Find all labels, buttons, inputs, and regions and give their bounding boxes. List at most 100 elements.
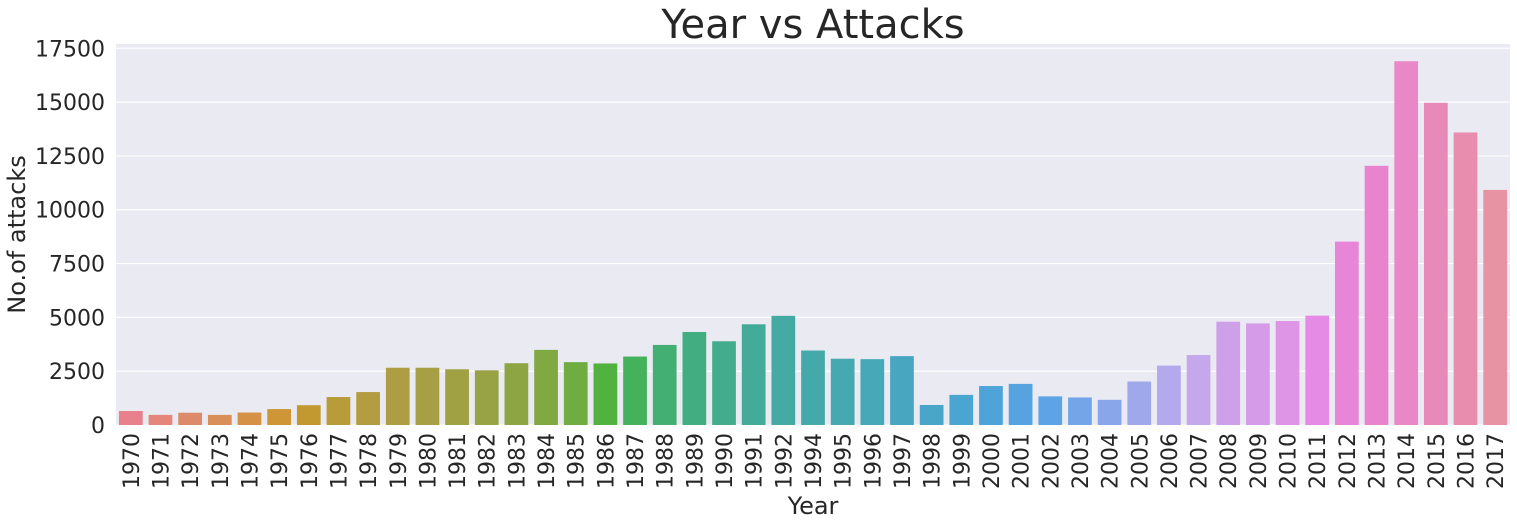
x-tick-label: 1984 [535,433,560,489]
x-tick-label: 1975 [268,433,293,489]
x-tick-label: 1972 [179,433,204,489]
x-tick-label: 2009 [1247,433,1272,489]
x-axis-label: Year [787,492,839,520]
x-tick-label: 1995 [832,433,857,489]
bar-1971 [148,414,173,425]
x-tick-label: 2001 [1010,433,1035,489]
bar-1979 [385,367,410,425]
chart-title: Year vs Attacks [660,2,964,48]
x-tick-label: 1977 [327,433,352,489]
x-tick-label: 2005 [1128,433,1153,489]
bar-2016 [1453,132,1478,426]
x-tick-label: 2013 [1366,433,1391,489]
bar-1972 [178,412,203,425]
bar-1985 [563,362,588,425]
bar-1980 [415,367,440,425]
x-tick-label: 2012 [1336,433,1361,489]
x-tick-label: 1998 [921,433,946,489]
bar-1988 [652,344,677,425]
bar-1973 [207,414,232,425]
x-tick-label: 1980 [416,433,441,489]
x-tick-label: 2003 [1069,433,1094,489]
bar-1999 [949,394,974,425]
y-tick-label: 2500 [49,360,105,385]
bar-1976 [296,405,321,425]
x-tick-label: 1997 [891,433,916,489]
x-tick-label: 1974 [238,433,263,489]
y-tick-label: 7500 [49,253,105,278]
bar-1975 [267,409,291,425]
x-tick-label: 2006 [1158,433,1183,489]
bar-1998 [919,404,944,425]
x-axis-ticks: 1970 1971 1972 1973 1974 1975 1976 1977 1978 1979… [120,433,1509,489]
bars [118,61,1508,426]
x-tick-label: 1990 [713,433,738,489]
x-tick-label: 1987 [624,433,649,489]
x-tick-label: 1999 [950,433,975,489]
x-tick-label: 1991 [743,433,768,489]
x-tick-label: 1989 [683,433,708,489]
y-tick-label: 5000 [49,306,105,331]
bar-1981 [445,369,469,425]
x-tick-label: 1996 [861,433,886,489]
bar-1990 [712,341,736,425]
x-tick-label: 2002 [1039,433,1064,489]
x-tick-label: 2011 [1306,433,1331,489]
y-tick-label: 12500 [35,145,105,170]
bar-2001 [1008,383,1033,425]
bar-1986 [593,363,618,425]
y-tick-label: 17500 [35,37,105,62]
bar-1996 [860,359,885,425]
bar-2008 [1216,321,1241,425]
x-tick-label: 1981 [446,433,471,489]
x-tick-label: 1973 [209,433,234,489]
bar-1982 [474,370,499,425]
bar-1992 [771,315,796,425]
bar-2003 [1068,397,1092,425]
bar-1995 [830,358,855,425]
x-tick-label: 1985 [565,433,590,489]
bar-2014 [1394,61,1419,426]
x-tick-label: 2014 [1395,433,1420,489]
x-tick-label: 1976 [298,433,323,489]
x-tick-label: 1978 [357,433,382,489]
bar-1989 [682,332,707,425]
x-tick-label: 2000 [980,433,1005,489]
x-tick-label: 1986 [594,433,619,489]
x-tick-label: 2008 [1217,433,1242,489]
x-tick-label: 1992 [772,433,797,489]
bar-2009 [1246,323,1270,425]
bar-2012 [1335,241,1359,425]
x-tick-label: 1971 [149,433,174,489]
y-axis-label: No.of attacks [3,155,31,313]
bar-1997 [890,356,914,425]
x-tick-label: 2015 [1425,433,1450,489]
bar-1984 [534,349,558,425]
y-axis-ticks: 0 2500 5000 7500 10000 12500 15000 17500 [35,37,105,439]
bar-2011 [1305,315,1330,425]
bar-1970 [118,411,143,425]
x-tick-label: 1982 [476,433,501,489]
bar-2010 [1275,321,1300,425]
bar-2015 [1423,102,1448,425]
bar-2002 [1038,396,1063,425]
bar-1994 [801,350,825,425]
bar-2004 [1097,399,1122,425]
x-tick-label: 2007 [1188,433,1213,489]
x-tick-label: 1979 [387,433,412,489]
bar-2006 [1157,365,1181,425]
y-tick-label: 0 [91,414,105,439]
x-tick-label: 1994 [802,433,827,489]
x-tick-label: 2016 [1455,433,1480,489]
bar-2005 [1127,381,1152,425]
y-tick-label: 15000 [35,91,105,116]
x-tick-label: 1983 [505,433,530,489]
bar-1977 [326,397,351,425]
bar-1987 [623,356,647,425]
bar-2013 [1364,165,1389,425]
y-tick-label: 10000 [35,199,105,224]
x-tick-label: 1970 [120,433,145,489]
bar-2000 [979,386,1003,425]
